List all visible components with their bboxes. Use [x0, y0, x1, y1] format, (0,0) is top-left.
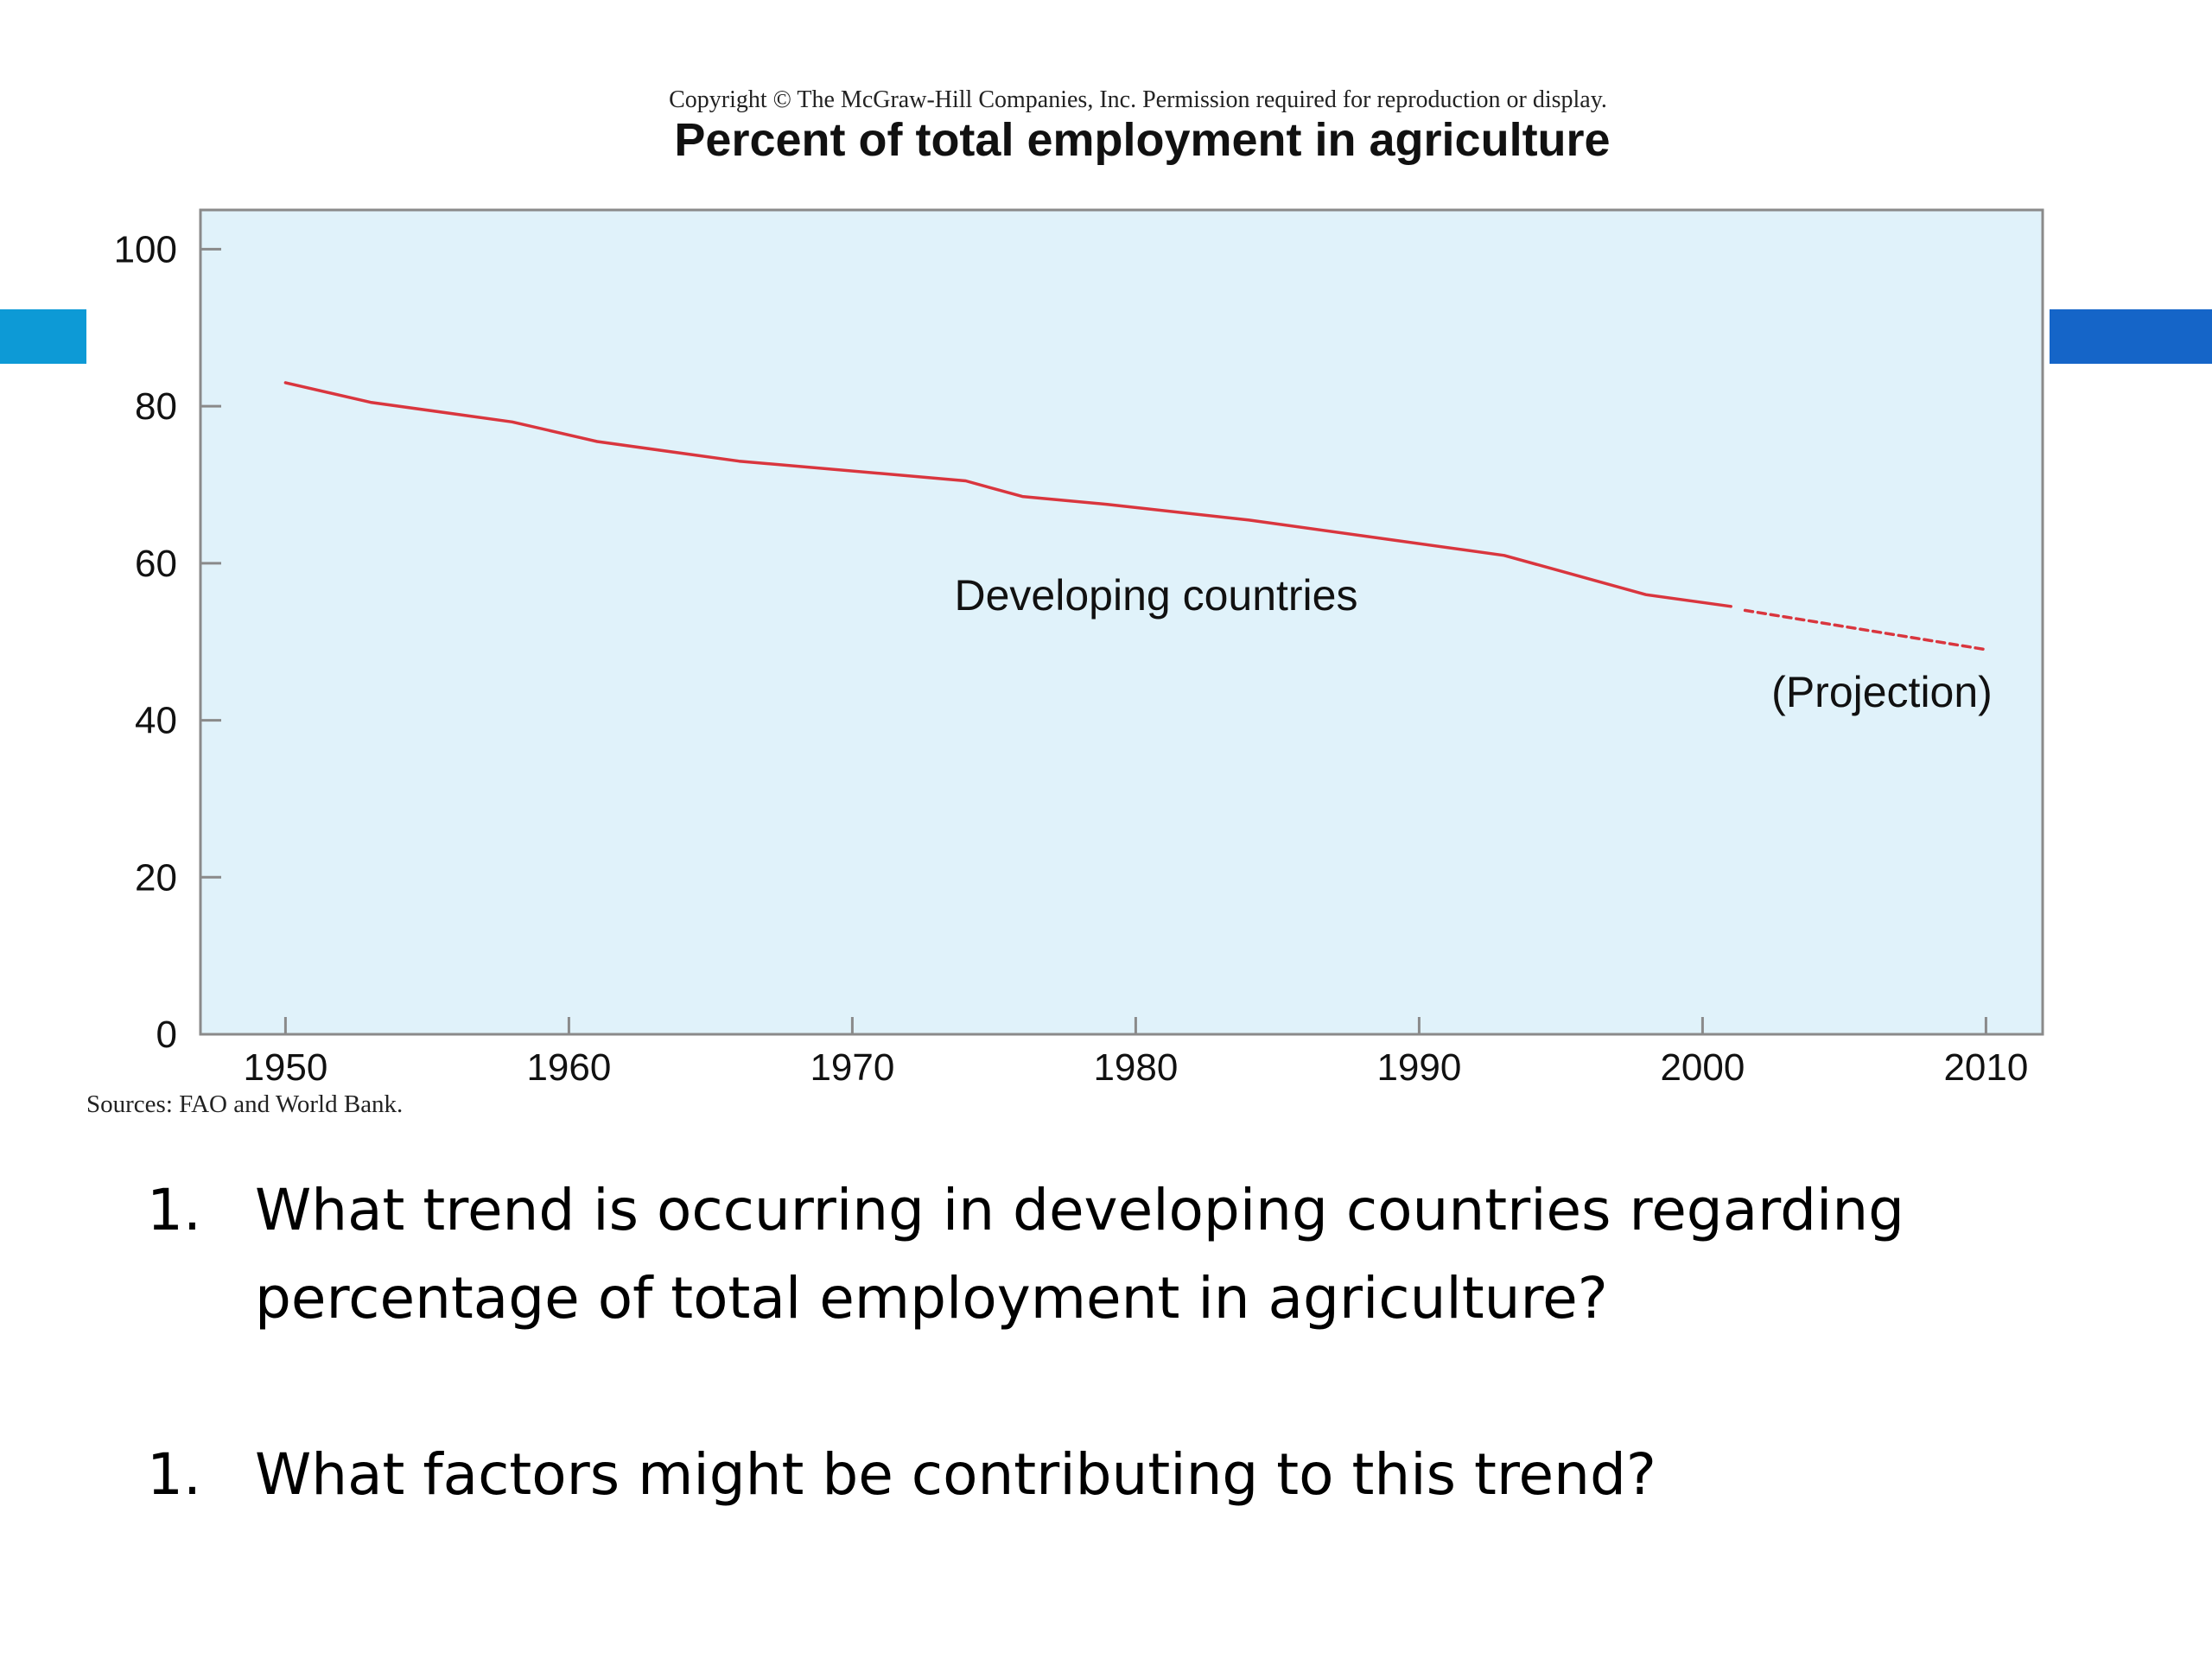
- question-number: 1.: [147, 1441, 201, 1508]
- series-layer: [283, 381, 1988, 652]
- question-item: 1. What factors might be contributing to…: [147, 1431, 2134, 1519]
- x-tick-label: 1960: [526, 1046, 611, 1089]
- series-line-developing-countries: [283, 381, 1732, 608]
- x-tick-label: 1980: [1093, 1046, 1178, 1089]
- y-tick-label: 40: [135, 700, 177, 742]
- accent-bar-right: [2050, 309, 2212, 364]
- question-item: 1. What trend is occurring in developing…: [147, 1166, 2134, 1343]
- plot-area: [199, 208, 2044, 1036]
- y-tick-label: 60: [135, 543, 177, 585]
- x-tick-label: 1950: [243, 1046, 327, 1089]
- y-tick-label: 100: [114, 228, 177, 270]
- question-text: What factors might be contributing to th…: [255, 1441, 1656, 1508]
- question-number: 1.: [147, 1177, 201, 1243]
- question-text: What trend is occurring in developing co…: [255, 1177, 1905, 1332]
- y-tick-label: 20: [135, 856, 177, 899]
- series-label-developing: Developing countries: [955, 571, 1358, 620]
- copyright-notice: Copyright © The McGraw-Hill Companies, I…: [669, 86, 1607, 113]
- question-list: 1. What trend is occurring in developing…: [147, 1166, 2134, 1519]
- y-axis: 0 20 40 60 80 100: [114, 228, 221, 1056]
- chart-title: Percent of total employment in agricultu…: [674, 114, 1610, 166]
- y-tick-label: 0: [156, 1014, 177, 1056]
- x-axis: 1950 1960 1970 1980 1990 2000 2010: [243, 1017, 2028, 1089]
- y-tick-label: 80: [135, 385, 177, 428]
- source-note: Sources: FAO and World Bank.: [86, 1090, 403, 1118]
- x-tick-label: 2000: [1660, 1046, 1745, 1089]
- series-label-projection: (Projection): [1771, 668, 1993, 716]
- x-tick-label: 1970: [810, 1046, 894, 1089]
- x-tick-label: 2010: [1943, 1046, 2028, 1089]
- accent-bar-left: [0, 309, 86, 364]
- series-line-projection: [1743, 608, 1988, 652]
- x-tick-label: 1990: [1376, 1046, 1461, 1089]
- line-chart: Copyright © The McGraw-Hill Companies, I…: [86, 86, 2044, 1118]
